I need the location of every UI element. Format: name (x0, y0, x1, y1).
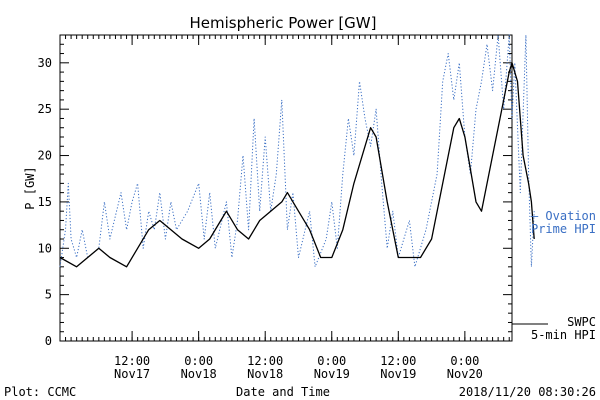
y-tick-label: 25 (38, 102, 52, 116)
x-tick-label-date: Nov18 (181, 367, 217, 381)
y-tick-label: 0 (45, 334, 52, 348)
plot-frame (59, 34, 513, 342)
y-tick-label: 10 (38, 241, 52, 255)
x-tick-label-date: Nov19 (314, 367, 350, 381)
axes: 05101520253012:00Nov170:00Nov1812:00Nov1… (38, 34, 513, 381)
x-tick-label-time: 0:00 (450, 354, 479, 368)
plot-timestamp: 2018/11/20 08:30:26 (459, 385, 596, 399)
y-tick-label: 20 (38, 149, 52, 163)
y-tick-label: 15 (38, 195, 52, 209)
legend-swpc-line1: SWPC (567, 315, 596, 329)
legend-ovation-line2: Prime HPI (531, 222, 596, 236)
series-ovation-hpi-line (59, 34, 535, 268)
x-tick-label-time: 12:00 (114, 354, 150, 368)
x-tick-label-time: 12:00 (247, 354, 283, 368)
x-tick-label-date: Nov17 (114, 367, 150, 381)
series-swpc-hpi-line (59, 62, 535, 268)
legend-swpc-line2: 5-min HPI (531, 328, 596, 342)
plot-credit: Plot: CCMC (4, 385, 76, 399)
x-axis-label: Date and Time (236, 385, 330, 399)
series-layer (59, 34, 535, 268)
y-axis-label: P [GW] (23, 166, 37, 209)
legend-ovation-line1: — Ovation (531, 209, 596, 223)
chart-title: Hemispheric Power [GW] (190, 14, 377, 32)
x-tick-label-time: 12:00 (380, 354, 416, 368)
x-tick-label-date: Nov18 (247, 367, 283, 381)
x-tick-label-date: Nov19 (380, 367, 416, 381)
y-tick-label: 5 (45, 288, 52, 302)
y-tick-label: 30 (38, 56, 52, 70)
x-tick-label-time: 0:00 (317, 354, 346, 368)
x-tick-label-time: 0:00 (184, 354, 213, 368)
x-tick-label-date: Nov20 (447, 367, 483, 381)
